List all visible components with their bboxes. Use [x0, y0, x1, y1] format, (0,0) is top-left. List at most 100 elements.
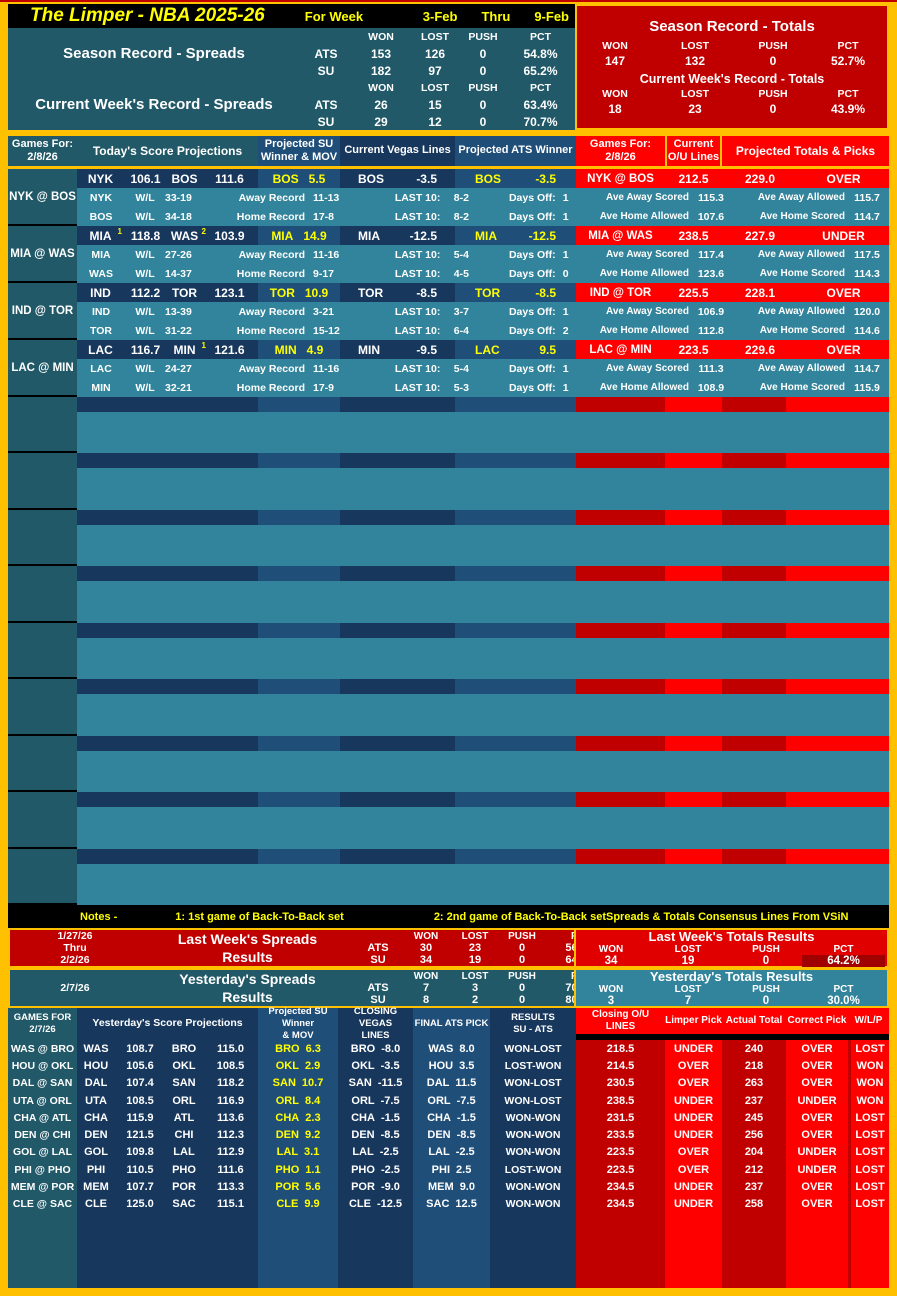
- lw-su-lost: 19: [468, 954, 482, 966]
- game-rows: NYK 106.1 BOS 111.6 BOS 5.5 BOS -3.5 BOS…: [77, 169, 889, 226]
- home-team: BRO: [171, 1042, 197, 1055]
- empty-game-block: [8, 509, 889, 567]
- stat1-value: 123.6: [697, 267, 725, 280]
- ats-pick-team: DAL: [426, 1077, 450, 1090]
- home-projected-score: 113.3: [217, 1181, 244, 1194]
- main-table-header: Games For: 2/8/26 Today's Score Projecti…: [8, 136, 889, 169]
- projection-cell: PHI 110.5 PHO 111.6: [77, 1161, 258, 1179]
- away-projected-score: 106.1: [130, 171, 161, 186]
- wl-label: W/L: [135, 381, 155, 394]
- stat1-value: 106.9: [697, 305, 725, 318]
- game-projection-row: IND 112.2 TOR 123.1 TOR 10.9 TOR -8.5 TO…: [77, 283, 889, 302]
- filler-cell: [258, 1213, 338, 1288]
- last10-record: 5-3: [453, 381, 469, 394]
- stat2-value: 114.3: [854, 267, 880, 280]
- home-projected-score: 111.6: [215, 171, 244, 186]
- su-label-2: & MOV: [282, 1029, 314, 1041]
- su-label: SU: [317, 114, 335, 129]
- filler-cell: [722, 1213, 786, 1288]
- team-abbr: BOS: [89, 210, 113, 223]
- ats-pick-line: 9.0: [459, 1181, 475, 1194]
- home-projected-score: 123.1: [214, 285, 245, 300]
- week-totals-pct: 43.9%: [830, 102, 866, 116]
- su-winner-team: PHO: [275, 1163, 300, 1176]
- filler-cell: [665, 1213, 722, 1288]
- filler-cell: [338, 1213, 413, 1288]
- ats-label: ATS: [314, 46, 338, 61]
- closing-vegas-cell: ORL -7.5: [338, 1091, 413, 1110]
- su-winner-cell: BRO 6.3: [258, 1040, 338, 1058]
- projected-su-winner-cell: TOR 10.9: [258, 283, 340, 302]
- results-cell: WON-WON: [490, 1178, 576, 1196]
- closing-vegas-cell: PHO -2.5: [338, 1161, 413, 1179]
- yesterday-game-row: WAS @ BRO WAS 108.7 BRO 115.0 BRO 6.3 BR…: [8, 1040, 889, 1058]
- game-matchup-label: IND @ TOR: [8, 283, 77, 340]
- game-block: NYK @ BOS NYK 106.1 BOS 111.6 BOS 5.5 BO…: [8, 169, 889, 226]
- away-team: MEM: [83, 1181, 109, 1194]
- team-abbr: NYK: [89, 191, 113, 204]
- away-projected-score: 107.4: [126, 1077, 154, 1090]
- ats-pick-team: WAS: [428, 1042, 454, 1055]
- closing-vegas-cell: BRO -8.0: [338, 1040, 413, 1058]
- ou-line-cell: 223.5: [665, 340, 722, 359]
- season-totals-pct: 52.7%: [830, 54, 866, 68]
- empty-rows-filler: [8, 397, 889, 905]
- yesterday-date: 2/7/26: [10, 970, 140, 1006]
- su-label-1: Projected SU Winner: [268, 1006, 328, 1030]
- score-projection-cell: NYK 106.1 BOS 111.6: [77, 169, 258, 188]
- vegas-team: OKL: [351, 1059, 375, 1072]
- final-ats-pick-cell: LAL -2.5: [413, 1143, 490, 1162]
- lw-su-won: 34: [419, 954, 433, 966]
- days-off-label: Days Off:: [508, 210, 556, 223]
- vegas-line: -8.5: [380, 1129, 400, 1142]
- home-projected-score: 111.6: [217, 1163, 244, 1176]
- wl-record: 27-26: [165, 248, 192, 261]
- filler-cell: [413, 1213, 490, 1288]
- game-matchup-label: LAC @ MIN: [8, 340, 77, 397]
- su-label: SU: [370, 994, 386, 1006]
- yesterday-totals-values: 3 7 0 30.0%: [576, 995, 887, 1007]
- stat1-value: 111.3: [698, 362, 724, 375]
- su-winner-team: BRO: [275, 1042, 300, 1055]
- last10-record: 6-4: [453, 324, 469, 337]
- won-header: WON: [598, 944, 624, 955]
- results-label-2: SU - ATS: [513, 1024, 553, 1035]
- ats-pick-team: SAC: [426, 1198, 450, 1211]
- wl-label: W/L: [135, 248, 155, 261]
- wl-record: 34-18: [165, 210, 192, 223]
- venue-record-label: Home Record: [236, 210, 305, 223]
- week-totals-lost: 23: [688, 102, 702, 116]
- stat1-label: Ave Home Allowed: [599, 211, 689, 222]
- wlp-label: W/L/P: [854, 1014, 883, 1026]
- last10-record: 4-5: [453, 267, 469, 280]
- stat1-value: 108.9: [697, 381, 725, 394]
- top-left-panel: The Limper - NBA 2025-26 For Week 3-Feb …: [8, 4, 575, 130]
- ou-lines-label-1: Current: [673, 137, 714, 150]
- closing-vegas-cell: OKL -3.5: [338, 1057, 413, 1075]
- su-winner-mov: 2.9: [304, 1059, 321, 1072]
- days-off-label: Days Off:: [508, 191, 556, 204]
- home-projected-score: 108.5: [216, 1059, 245, 1072]
- su-winner-cell: CHA 2.3: [258, 1109, 338, 1127]
- season-ats-lost: 126: [424, 46, 446, 61]
- home-projected-score: 113.6: [217, 1111, 244, 1124]
- ats-pick-line: 8.0: [459, 1042, 475, 1055]
- limper-pick-cell: UNDER: [665, 1091, 722, 1110]
- final-ats-pick-cell: HOU 3.5: [413, 1057, 490, 1075]
- final-ats-pick-cell: PHI 2.5: [413, 1161, 490, 1179]
- home-team-detail-row: MIN W/L 32-21 Home Record 17-9 LAST 10: …: [77, 378, 889, 397]
- days-off-value: 1: [562, 248, 569, 261]
- wlp-cell: WON: [848, 1074, 889, 1092]
- lw-totals-lost: 19: [681, 955, 695, 967]
- header-vegas-lines: Current Vegas Lines: [340, 136, 455, 166]
- won-header: WON: [602, 40, 628, 52]
- days-off-label: Days Off:: [508, 362, 556, 375]
- yd-ats-won: 7: [422, 982, 430, 994]
- projected-total-cell: 229.6: [722, 340, 798, 359]
- closing-ou-cell: 214.5: [576, 1057, 665, 1075]
- closing-ou-cell: 231.5: [576, 1109, 665, 1127]
- push-header: PUSH: [508, 970, 536, 982]
- results-cell: LOST-WON: [490, 1161, 576, 1179]
- projections-label: Yesterday's Score Projections: [92, 1017, 243, 1030]
